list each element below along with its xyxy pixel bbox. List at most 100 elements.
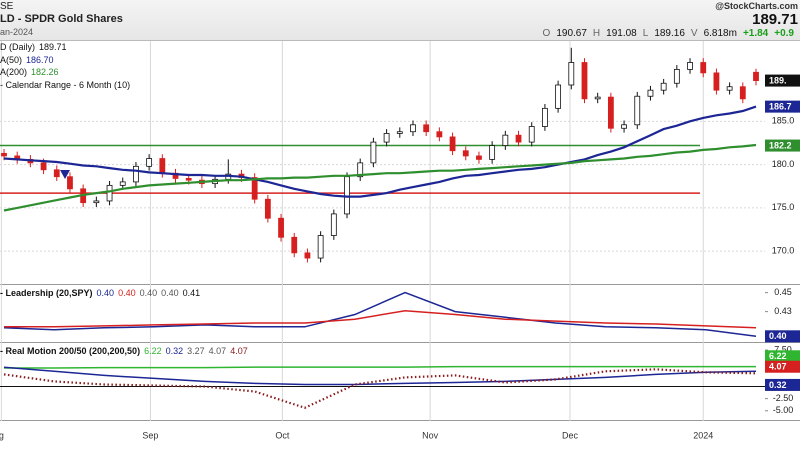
candle-body [423,124,430,133]
series-line [3,368,757,409]
value-box-label: 6.22 [769,351,787,361]
change: +1.84 [742,28,769,39]
quote-value: 6.818m [703,28,737,39]
quote-value: 190.67 [556,28,587,39]
quote-label: L [642,28,649,39]
y-tick-label: 185.0 [772,116,795,126]
quote-label: O [542,28,551,39]
y-tick-label: 0.45 [774,287,792,297]
x-tick-label: Nov [422,430,439,440]
legend-name: - Calendar Range - 6 Month (10) [0,79,131,90]
legend-entry: 0.40 [118,288,140,298]
legend-value: 182.26 [31,67,59,77]
legend-value: 0.32 [165,346,184,356]
legend-name: - Leadership (20,SPY) [0,288,93,298]
candle-body [278,217,284,238]
candle-body [528,126,535,143]
legend: - Real Motion 200/50 (200,200,50) 6.22 0.3… [0,345,252,358]
last-price: 189.71 [752,11,798,28]
value-box [765,350,800,363]
candle-body [634,95,641,126]
candle-body [383,133,390,143]
candle-body [146,158,153,167]
legend-value: 0.40 [139,288,158,298]
candle-body [594,96,601,100]
candle-body [647,89,654,97]
candle-body [673,69,680,84]
legend-entry: D (Daily) 189.71 [0,41,134,54]
legend-name: A(200) [0,67,28,77]
legend-entry: 6.22 [144,346,166,356]
candle-body [133,165,139,183]
quote: O 190.67 H 191.08 L 189.16 V 6.818m +1.84 +0.9 [543,28,800,39]
candle-body [119,181,126,186]
value-box-label: 4.07 [769,362,787,372]
legend-entry: 0.40 [161,288,183,298]
candle-body [67,176,73,190]
candle-body [449,136,456,152]
legend-name: - Real Motion 200/50 (200,200,50) [0,346,141,356]
candle-body [515,134,522,143]
candle-body [607,96,614,129]
legend-entry: - Real Motion 200/50 (200,200,50) [0,346,144,356]
value-box [765,74,800,87]
candle-body [555,84,562,109]
legend-value: 3.27 [187,346,205,356]
value-box [765,330,800,343]
candle-body [396,131,403,134]
candle-body [489,145,496,160]
candle-body [542,107,548,127]
value-box [765,378,800,391]
candle-body [251,177,258,200]
legend-entry: 0.32 [166,346,188,356]
series-line [3,105,757,198]
candle-body [700,62,707,74]
y-tick-label: 180.0 [772,159,795,169]
x-tick-label: 2024 [693,430,713,440]
candle-body [93,200,100,204]
candle-body [370,141,377,164]
candle-body [264,198,271,219]
value-box [765,360,800,373]
y-tick-label: 7.50 [774,344,792,354]
legend-value: 189.71 [39,42,67,52]
candle-body [159,158,166,174]
legend-entry: 0.40 [97,288,119,298]
legend-entry: A(200) 182.26 [0,66,134,79]
candle-body [40,162,47,171]
header: SE LD - SPDR Gold Shares an-2024 @StockC… [0,0,800,41]
x-tick-label: Sep [142,430,158,440]
candle-body [713,72,720,91]
value-box-label: 182.2 [769,140,792,150]
quote-value: 189.16 [654,28,685,39]
x-tick-label: g [0,430,4,440]
legend-entry: A(50) 186.70 [0,54,134,67]
series-line [3,291,757,338]
symbol: LD - SPDR Gold Shares [0,13,123,25]
y-tick-label: 170.0 [772,245,795,255]
legend-value: 0.40 [118,288,136,298]
quote-label: V [690,28,698,39]
legend-value: 4.07 [208,346,227,356]
legend-entry: 4.07 [209,346,231,356]
legend-entry: 4.07 [230,346,252,356]
y-tick-label: 175.0 [772,202,795,212]
candle-body [462,150,469,157]
series-line [4,309,757,329]
series-line [3,366,757,386]
legend-entry: 0.41 [183,288,205,298]
quote-value: 191.08 [606,28,637,39]
legend-entry: 3.27 [187,346,209,356]
quote-label: H [592,28,601,39]
legend-entry: - Leadership (20,SPY) [0,288,97,298]
candle-body [53,169,60,178]
exchange: SE [0,1,14,12]
value-box [765,139,800,152]
candle-body [726,86,733,91]
legend-entry: 0.40 [140,288,162,298]
candle-body [317,235,324,259]
date: an-2024 [0,27,34,37]
candle-body [357,162,364,178]
candle-body [687,62,693,70]
